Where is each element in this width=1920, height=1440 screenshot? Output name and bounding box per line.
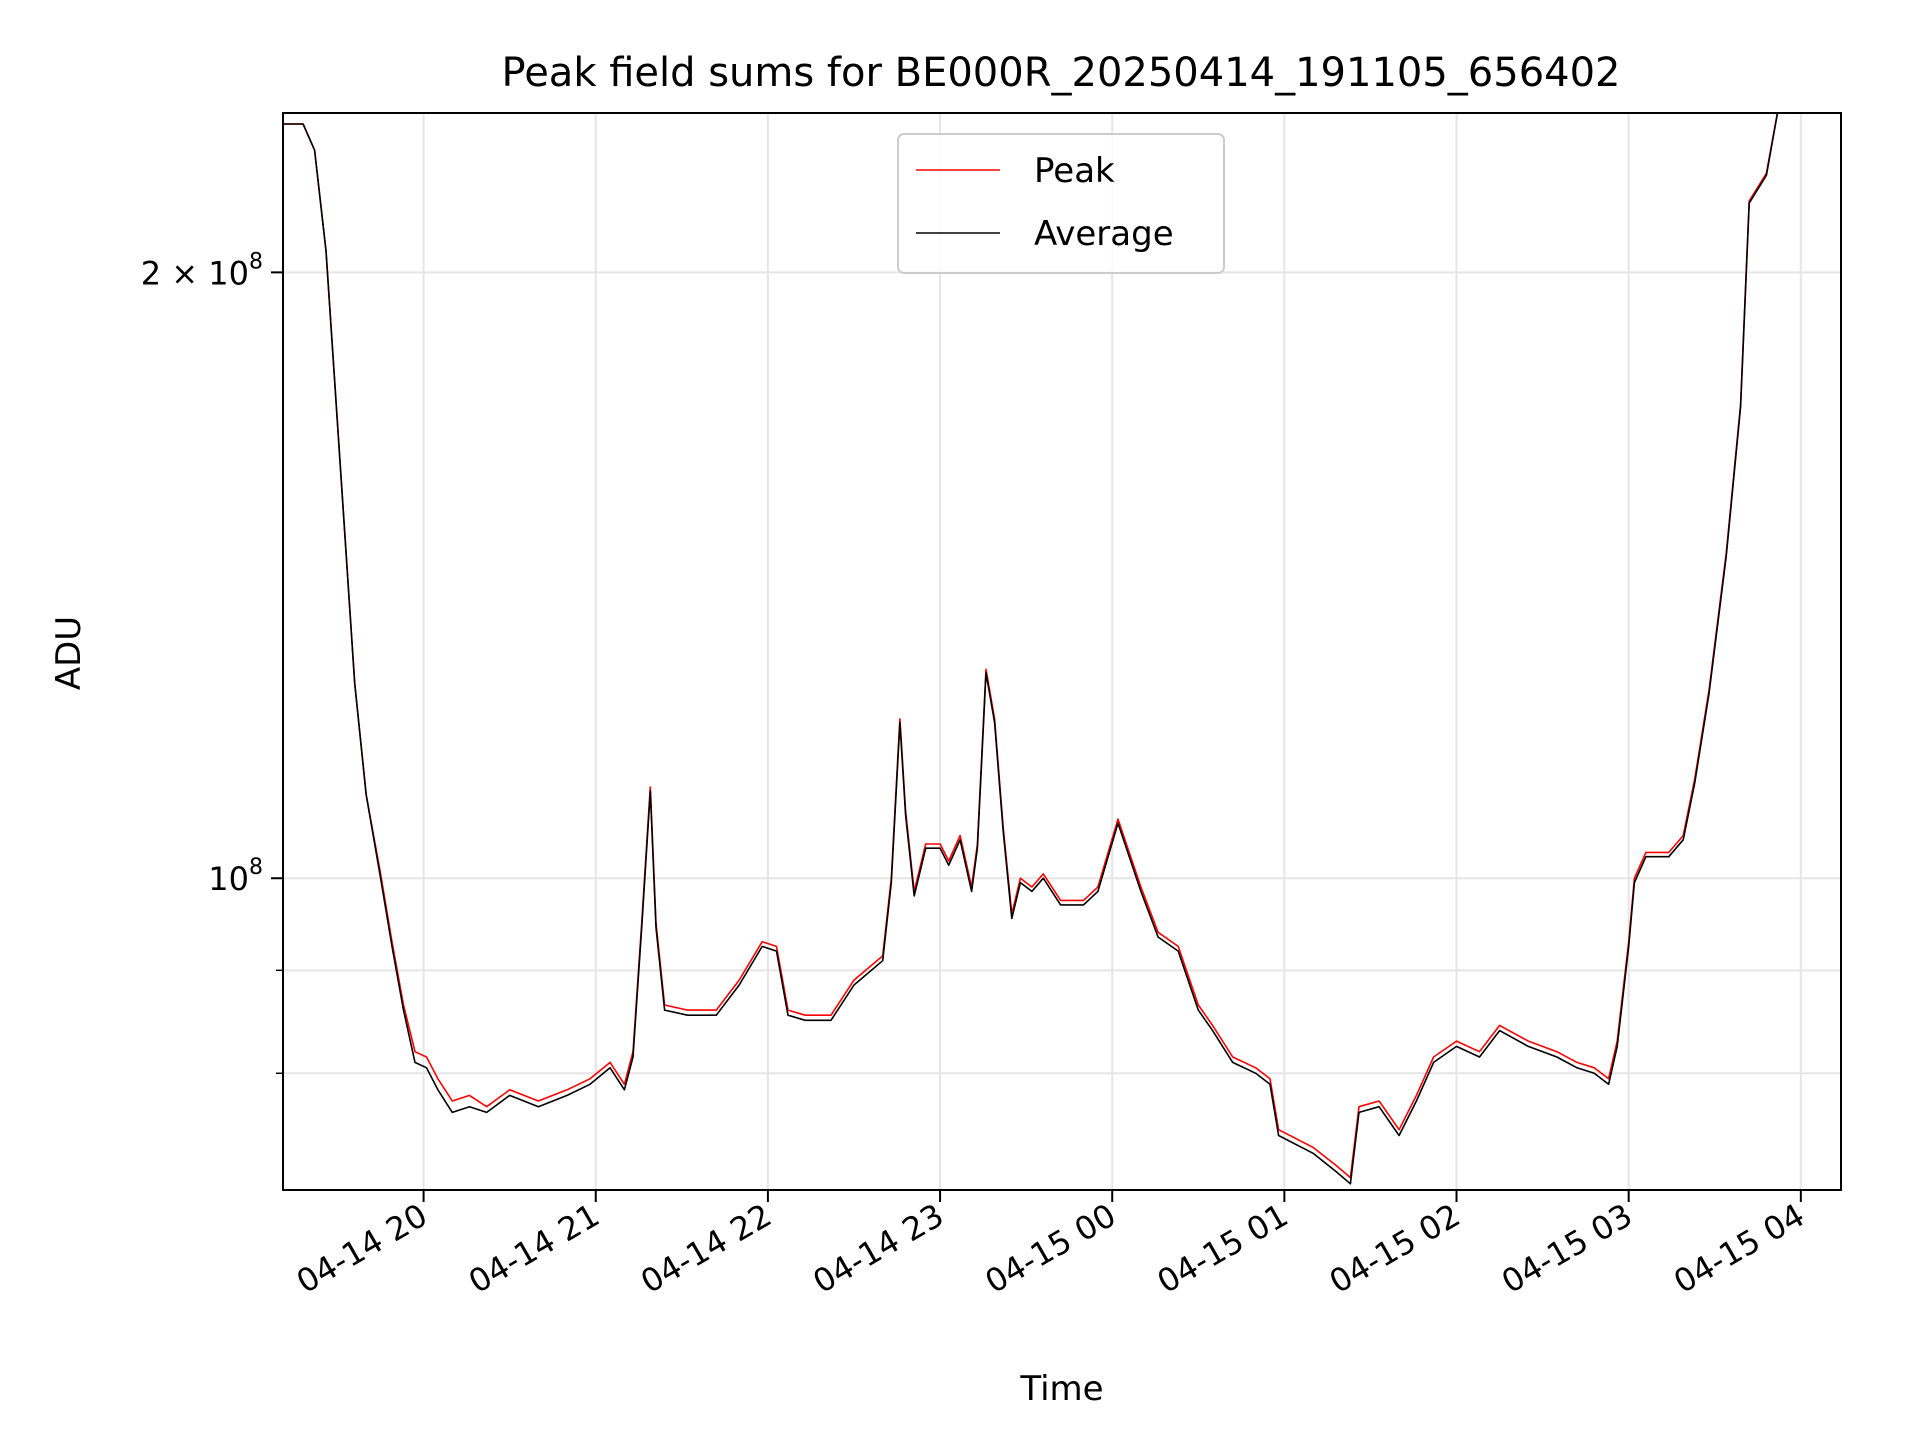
plot-frame bbox=[282, 112, 1842, 1191]
x-axis-label: Time bbox=[1019, 1369, 1103, 1409]
legend-label-peak: Peak bbox=[1034, 151, 1115, 191]
y-tick-label: 2 × 108 bbox=[141, 249, 263, 292]
legend: Peak Average bbox=[897, 133, 1225, 274]
legend-box bbox=[897, 133, 1225, 274]
series-lines bbox=[283, 113, 1779, 1185]
series-line-average bbox=[283, 113, 1779, 1185]
y-axis-label: ADU bbox=[49, 616, 89, 690]
chart-title: Peak field sums for BE000R_20250414_1911… bbox=[502, 50, 1621, 96]
legend-label-average: Average bbox=[1034, 214, 1174, 254]
